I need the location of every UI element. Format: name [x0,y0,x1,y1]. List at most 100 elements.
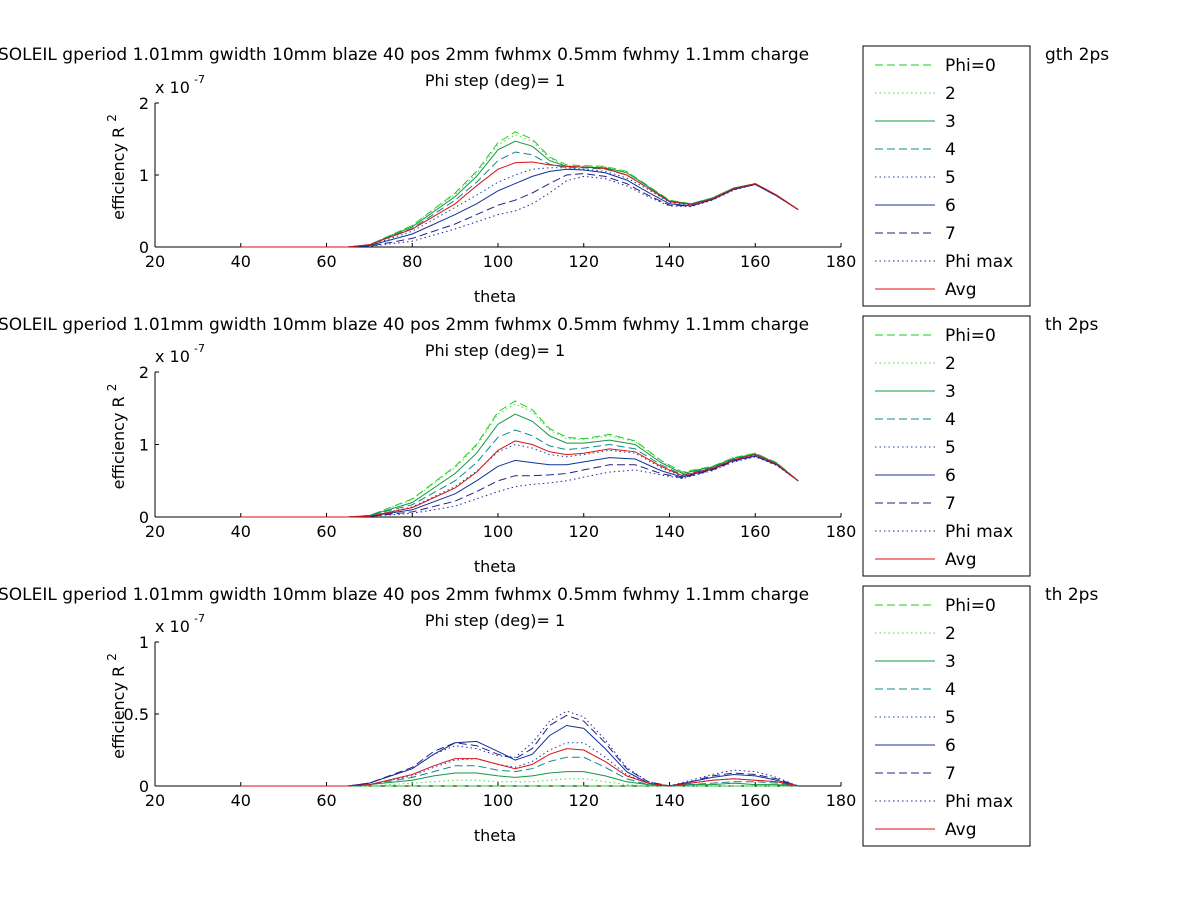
legend-entry-label: 6 [945,736,956,756]
legend-entry-label: Phi=0 [945,596,996,616]
x-tick-label: 60 [316,252,336,271]
x-tick-label: 40 [231,252,251,271]
series-line-8 [240,710,799,787]
y-tick-label: 0.5 [124,705,149,724]
series-line-2 [240,134,799,248]
legend-entry-label: 6 [945,196,956,216]
legend-entry-label: Phi max [945,522,1013,542]
legend-entry-label: 6 [945,466,956,486]
series-line-4 [240,429,799,518]
y-multiplier: x 10 [155,617,190,636]
y-tick-label: 0 [139,238,149,257]
y-axis-label-text: efficiency R [109,661,128,759]
legend-entry-label: 2 [945,84,956,104]
x-tick-label: 120 [568,252,599,271]
series-line-5 [240,167,799,248]
x-tick-label: 80 [402,791,422,810]
y-multiplier: x 10 [155,78,190,97]
x-axis-label: theta [474,287,516,306]
y-axis-label-superscript: 2 [105,114,119,122]
y-tick-label: 1 [139,436,149,455]
legend-entry-label: 2 [945,624,956,644]
series-line-1 [240,131,799,248]
y-tick-label: 2 [139,363,149,382]
legend-entry-label: Phi=0 [945,56,996,76]
series-line-9 [240,440,799,518]
legend-entry-label: 2 [945,354,956,374]
chart-panel-2: SOLEIL gperiod 1.01mm gwidth 10mm blaze … [0,315,1098,577]
x-tick-label: 60 [316,522,336,541]
legend-entry-label: 5 [945,708,956,728]
series-line-9 [240,748,799,787]
legend-entry-label: Phi=0 [945,326,996,346]
legend-box [862,45,1031,307]
x-tick-label: 40 [231,791,251,810]
chart-title-tail: th 2ps [1045,585,1098,605]
x-tick-label: 80 [402,522,422,541]
chart-panel-3: SOLEIL gperiod 1.01mm gwidth 10mm blaze … [0,585,1098,847]
chart-panel-1: SOLEIL gperiod 1.01mm gwidth 10mm blaze … [0,45,1109,307]
legend-entry-label: 4 [945,410,956,430]
series-line-4 [240,151,799,248]
legend-entry-label: Avg [945,550,977,570]
legend-entry-label: Avg [945,820,977,840]
x-tick-label: 180 [826,522,857,541]
y-tick-label: 1 [139,166,149,185]
y-multiplier-exponent: -7 [194,342,205,355]
x-tick-label: 40 [231,522,251,541]
legend-entry-label: 4 [945,140,956,160]
x-tick-label: 80 [402,252,422,271]
x-tick-label: 180 [826,252,857,271]
x-tick-label: 120 [568,522,599,541]
x-tick-label: 140 [654,252,685,271]
y-tick-label: 2 [139,94,149,113]
x-tick-label: 60 [316,791,336,810]
x-tick-label: 140 [654,791,685,810]
legend-box [862,585,1031,847]
series-line-9 [240,161,799,248]
series-line-4 [240,756,799,787]
series-line-7 [240,714,799,787]
series-line-7 [240,173,799,248]
y-tick-label: 0 [139,777,149,796]
x-tick-label: 120 [568,791,599,810]
legend-entry-label: 7 [945,224,956,244]
series-line-2 [240,403,799,518]
y-axis-label-superscript: 2 [105,384,119,392]
x-tick-label: 20 [145,522,165,541]
legend-entry-label: 7 [945,494,956,514]
chart-title-tail: th 2ps [1045,315,1098,335]
x-tick-label: 180 [826,791,857,810]
series-line-5 [240,742,799,787]
chart-title-tail: gth 2ps [1045,45,1109,65]
x-tick-label: 100 [483,252,514,271]
legend-entry-label: 4 [945,680,956,700]
y-multiplier-exponent: -7 [194,612,205,625]
chart-title: SOLEIL gperiod 1.01mm gwidth 10mm blaze … [0,585,809,605]
legend-entry-label: Phi max [945,792,1013,812]
chart-subtitle: Phi step (deg)= 1 [425,341,565,360]
y-axis-label-text: efficiency R [109,122,128,220]
chart-subtitle: Phi step (deg)= 1 [425,71,565,90]
x-tick-label: 160 [740,252,771,271]
y-multiplier: x 10 [155,347,190,366]
series-line-3 [240,413,799,518]
series-line-1 [240,400,799,518]
x-tick-label: 140 [654,522,685,541]
y-axis-label: efficiency R 2 [105,114,128,220]
chart-title: SOLEIL gperiod 1.01mm gwidth 10mm blaze … [0,315,809,335]
y-axis-label-superscript: 2 [105,653,119,661]
series-line-6 [240,455,799,518]
y-axis-label: efficiency R 2 [105,653,128,759]
legend-entry-label: 3 [945,112,956,132]
legend-entry-label: 3 [945,652,956,672]
legend-entry-label: 5 [945,168,956,188]
x-tick-label: 160 [740,791,771,810]
y-axis-label-text: efficiency R [109,391,128,489]
y-multiplier-exponent: -7 [194,73,205,86]
legend-entry-label: Phi max [945,252,1013,272]
series-line-8 [240,175,799,248]
x-axis-label: theta [474,557,516,576]
x-tick-label: 100 [483,791,514,810]
chart-title: SOLEIL gperiod 1.01mm gwidth 10mm blaze … [0,45,809,65]
